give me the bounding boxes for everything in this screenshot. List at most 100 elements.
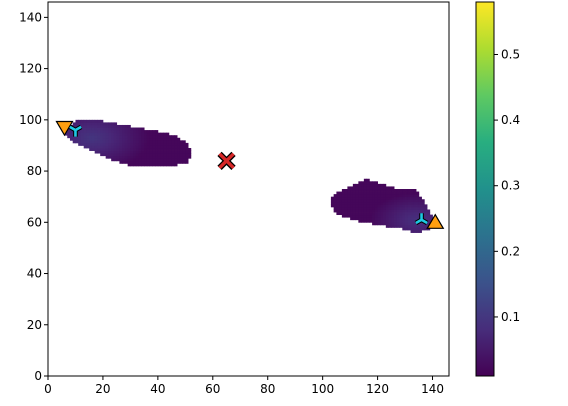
heatmap-cell bbox=[369, 201, 373, 205]
heatmap-cell bbox=[182, 155, 186, 159]
heatmap-cell bbox=[396, 224, 400, 228]
heatmap-cell bbox=[102, 140, 107, 144]
heatmap-cell bbox=[152, 135, 156, 139]
heatmap-cell bbox=[138, 137, 142, 141]
heatmap-cell bbox=[366, 217, 370, 221]
heatmap-cell bbox=[119, 137, 123, 141]
y-tick-label: 20 bbox=[27, 318, 42, 332]
heatmap-cell bbox=[72, 135, 76, 139]
heatmap-cell bbox=[427, 209, 431, 213]
heatmap-cell bbox=[119, 148, 123, 151]
heatmap-cell bbox=[418, 204, 422, 208]
heatmap-cell bbox=[358, 217, 362, 221]
heatmap-cell bbox=[97, 142, 101, 146]
heatmap-cell bbox=[344, 209, 348, 213]
heatmap-cell bbox=[369, 217, 373, 221]
heatmap-cell bbox=[83, 124, 87, 128]
heatmap-cell bbox=[152, 132, 156, 136]
heatmap-cell bbox=[97, 122, 101, 126]
heatmap-cell bbox=[416, 209, 420, 213]
heatmap-cell bbox=[355, 199, 359, 203]
heatmap-cell bbox=[171, 150, 175, 154]
heatmap-cell bbox=[388, 199, 392, 203]
heatmap-cell bbox=[135, 153, 140, 157]
heatmap-cell bbox=[138, 135, 142, 139]
heatmap-cell bbox=[111, 145, 115, 149]
heatmap-cell bbox=[383, 191, 387, 195]
heatmap-cell bbox=[416, 217, 420, 221]
heatmap-cell bbox=[174, 150, 178, 154]
heatmap-cell bbox=[89, 127, 93, 131]
heatmap-cell bbox=[374, 214, 378, 218]
heatmap-cell bbox=[407, 199, 411, 203]
heatmap-cell bbox=[171, 158, 175, 162]
heatmap-cell bbox=[94, 122, 98, 126]
heatmap-cell bbox=[185, 142, 189, 146]
heatmap-cell bbox=[177, 140, 181, 144]
heatmap-cell bbox=[86, 132, 90, 136]
heatmap-cell bbox=[350, 209, 354, 213]
heatmap-cell bbox=[405, 204, 409, 208]
heatmap-cell bbox=[124, 158, 129, 162]
heatmap-cell bbox=[341, 196, 346, 200]
heatmap-cell bbox=[144, 148, 148, 151]
heatmap-cell bbox=[341, 212, 346, 216]
heatmap-cell bbox=[72, 137, 76, 141]
heatmap-cell bbox=[179, 150, 183, 154]
heatmap-cell bbox=[402, 222, 406, 226]
heatmap-cell bbox=[372, 209, 376, 213]
heatmap-cell bbox=[402, 194, 406, 198]
heatmap-cell bbox=[344, 199, 348, 203]
heatmap-cell bbox=[388, 206, 392, 210]
heatmap-cell bbox=[111, 153, 115, 157]
heatmap-cell bbox=[141, 132, 145, 136]
heatmap-cell bbox=[361, 201, 365, 205]
heatmap-cell bbox=[130, 130, 134, 134]
heatmap-cell bbox=[152, 155, 156, 159]
heatmap-cell bbox=[413, 214, 417, 218]
heatmap-cell bbox=[424, 217, 428, 221]
heatmap-cell bbox=[108, 122, 112, 126]
heatmap-cell bbox=[344, 189, 348, 192]
heatmap-cell bbox=[391, 214, 395, 218]
heatmap-cell bbox=[94, 132, 98, 136]
heatmap-cell bbox=[380, 186, 384, 190]
heatmap-cell bbox=[396, 222, 400, 226]
heatmap-cell bbox=[396, 206, 400, 210]
heatmap-cell bbox=[385, 196, 389, 200]
heatmap-cell bbox=[388, 194, 392, 198]
heatmap-cell bbox=[69, 132, 74, 136]
heatmap-cell bbox=[149, 140, 153, 144]
heatmap-cell bbox=[138, 130, 142, 134]
heatmap-cell bbox=[171, 140, 175, 144]
heatmap-cell bbox=[369, 204, 373, 208]
heatmap-cell bbox=[160, 137, 164, 141]
heatmap-cell bbox=[383, 183, 387, 187]
heatmap-cell bbox=[363, 201, 368, 205]
heatmap-cell bbox=[160, 155, 164, 159]
heatmap-cell bbox=[149, 148, 153, 151]
heatmap-cell bbox=[339, 199, 343, 203]
heatmap-cell bbox=[102, 137, 107, 141]
heatmap-cell bbox=[122, 145, 126, 149]
heatmap-cell bbox=[163, 148, 167, 151]
heatmap-cell bbox=[80, 127, 85, 131]
heatmap-cell bbox=[166, 145, 170, 149]
heatmap-cell bbox=[135, 132, 140, 136]
heatmap-cell bbox=[67, 127, 71, 131]
heatmap-cell bbox=[100, 130, 104, 134]
heatmap-cell bbox=[372, 191, 376, 195]
heatmap-cell bbox=[116, 153, 120, 157]
heatmap-cell bbox=[396, 191, 400, 195]
heatmap-cell bbox=[361, 217, 365, 221]
marker-tri-down bbox=[68, 124, 83, 137]
heatmap-cell bbox=[83, 127, 87, 131]
heatmap-cell bbox=[380, 204, 384, 208]
heatmap-cell bbox=[427, 217, 431, 221]
heatmap-cell bbox=[410, 224, 414, 228]
heatmap-cell bbox=[361, 183, 365, 187]
heatmap-cell bbox=[108, 155, 112, 159]
heatmap-cell bbox=[144, 140, 148, 144]
heatmap-cell bbox=[124, 150, 129, 154]
heatmap-cell bbox=[108, 132, 112, 136]
